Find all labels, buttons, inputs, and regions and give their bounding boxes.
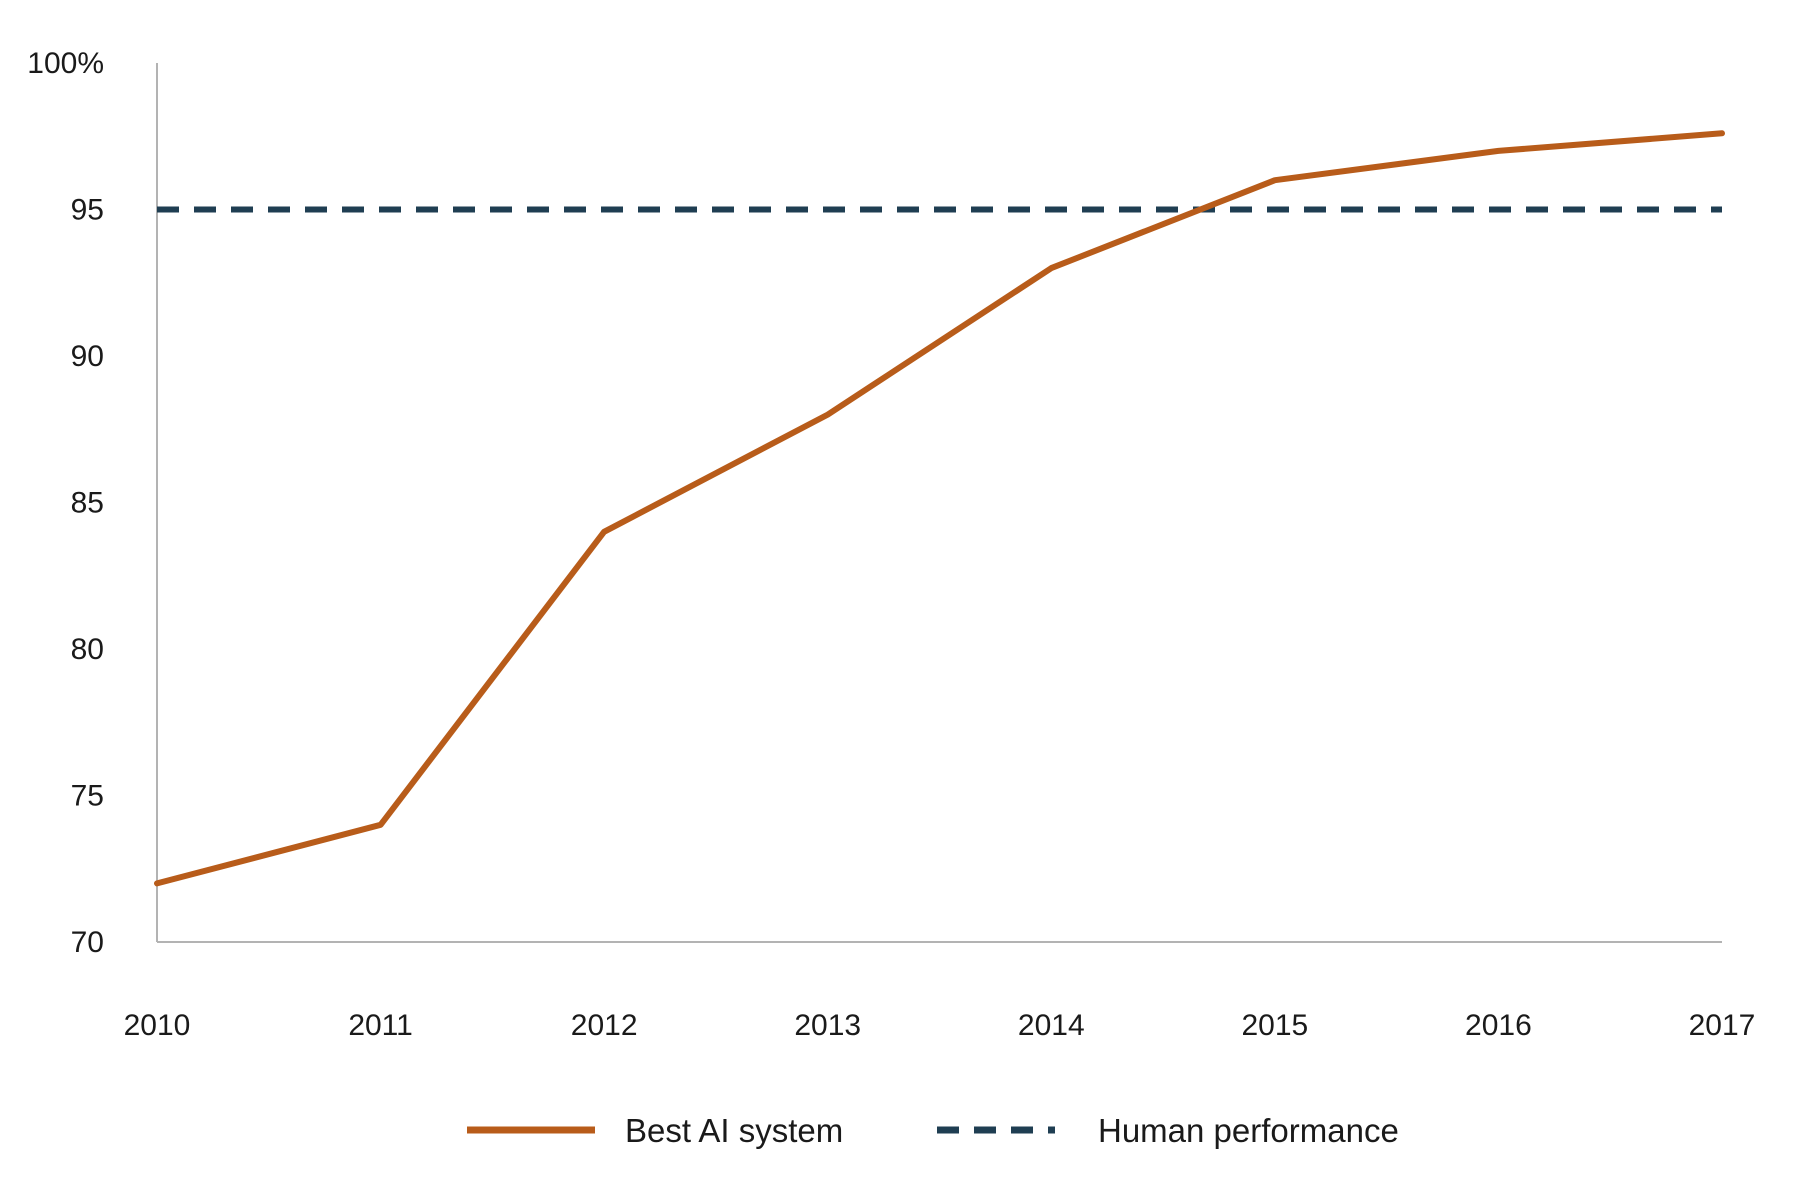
y-tick-label-95: 95	[71, 194, 104, 227]
y-tick-label-90: 90	[71, 340, 104, 373]
x-axis-ticks: 2010 2011 2012 2013 2014 2015 2016 2017	[124, 1009, 1756, 1042]
x-tick-label-2011: 2011	[348, 1009, 413, 1042]
x-tick-label-2012: 2012	[571, 1009, 638, 1042]
y-tick-label-75: 75	[71, 780, 104, 813]
y-tick-label-85: 85	[71, 487, 104, 520]
legend: Best AI system Human performance	[467, 1112, 1399, 1149]
x-tick-label-2013: 2013	[794, 1009, 861, 1042]
legend-label-human-performance: Human performance	[1098, 1112, 1399, 1149]
y-tick-label-70: 70	[71, 926, 104, 959]
y-tick-label-80: 80	[71, 633, 104, 666]
y-axis-ticks: 70 75 80 85 90 95 100%	[27, 47, 104, 959]
x-tick-label-2017: 2017	[1689, 1009, 1756, 1042]
x-tick-label-2016: 2016	[1465, 1009, 1532, 1042]
series-line-best-ai-system	[154, 130, 1725, 887]
y-tick-label-100: 100%	[27, 47, 104, 80]
legend-label-best-ai-system: Best AI system	[625, 1112, 843, 1149]
x-tick-label-2010: 2010	[124, 1009, 191, 1042]
series-layer	[154, 130, 1725, 887]
x-tick-label-2014: 2014	[1018, 1009, 1085, 1042]
x-tick-label-2015: 2015	[1241, 1009, 1308, 1042]
